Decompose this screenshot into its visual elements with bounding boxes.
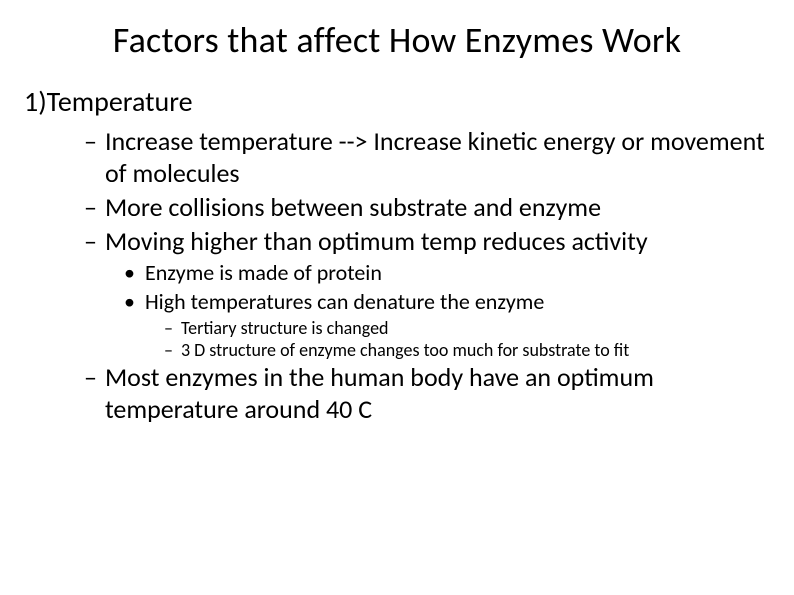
sub-sub-bullet-text: Tertiary structure is changed bbox=[181, 317, 770, 339]
dash-bullet: – bbox=[164, 339, 181, 361]
bullet-text: Increase temperature --> Increase kineti… bbox=[105, 125, 770, 189]
bullet-text: Moving higher than optimum temp reduces … bbox=[105, 225, 770, 257]
bullet-item: – More collisions between substrate and … bbox=[84, 191, 770, 223]
sub-sub-bullet-text: 3 D structure of enzyme changes too much… bbox=[181, 339, 770, 361]
sub-bullet-item: • Enzyme is made of protein bbox=[124, 259, 770, 286]
sub-sub-bullet-item: – Tertiary structure is changed bbox=[164, 317, 770, 339]
sub-bullet-text: High temperatures can denature the enzym… bbox=[145, 288, 770, 315]
dash-bullet: – bbox=[84, 225, 105, 257]
sub-sub-bullet-item: – 3 D structure of enzyme changes too mu… bbox=[164, 339, 770, 361]
dash-bullet: – bbox=[164, 317, 181, 339]
bullet-item: – Increase temperature --> Increase kine… bbox=[84, 125, 770, 189]
section-heading: 1)Temperature bbox=[24, 84, 770, 119]
bullet-text: More collisions between substrate and en… bbox=[105, 191, 770, 223]
bullet-item: – Moving higher than optimum temp reduce… bbox=[84, 225, 770, 257]
dot-bullet: • bbox=[124, 259, 145, 286]
sub-bullet-text: Enzyme is made of protein bbox=[145, 259, 770, 286]
sub-bullet-item: • High temperatures can denature the enz… bbox=[124, 288, 770, 315]
dash-bullet: – bbox=[84, 125, 105, 189]
slide-title: Factors that affect How Enzymes Work bbox=[24, 18, 770, 62]
bullet-text: Most enzymes in the human body have an o… bbox=[105, 361, 770, 425]
bullet-item: – Most enzymes in the human body have an… bbox=[84, 361, 770, 425]
dash-bullet: – bbox=[84, 361, 105, 425]
slide: Factors that affect How Enzymes Work 1)T… bbox=[0, 0, 794, 595]
dash-bullet: – bbox=[84, 191, 105, 223]
dot-bullet: • bbox=[124, 288, 145, 315]
